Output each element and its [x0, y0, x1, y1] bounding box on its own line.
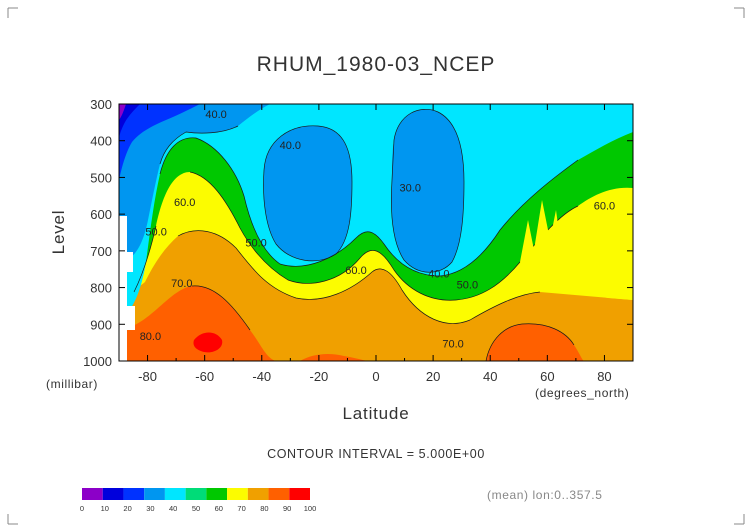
colorbar-swatch [185, 488, 207, 500]
x-tick-label: -20 [309, 369, 328, 384]
x-tick-label: 20 [426, 369, 440, 384]
band-80-east [486, 323, 584, 361]
colorbar-swatch [268, 488, 290, 500]
contour-label: 40.0 [205, 109, 226, 121]
band-20 [119, 104, 200, 180]
y-tick-label: 500 [90, 170, 112, 185]
x-tick-label: 80 [597, 369, 611, 384]
contour-label: 40.0 [428, 269, 449, 281]
colorbar-swatch [144, 488, 165, 500]
colorbar-tick-label: 60 [215, 504, 223, 513]
contour-field [119, 104, 633, 361]
contour-label: 30.0 [400, 182, 421, 194]
band-60-north-spikes [520, 200, 633, 300]
colorbar-swatch [289, 488, 310, 500]
contour-label: 40.0 [280, 140, 301, 152]
colorbar-swatch [164, 488, 186, 500]
band-90 [193, 332, 223, 353]
chart-title: RHUM_1980-03_NCEP [257, 53, 496, 76]
x-tick-label: -80 [138, 369, 157, 384]
x-tick-label: 0 [372, 369, 379, 384]
band-0 [119, 104, 126, 120]
y-tick-label: 700 [90, 244, 112, 259]
band-80-mid [300, 353, 368, 361]
y-axis: 300 400 500 600 700 800 900 1000 [83, 97, 633, 369]
contour-label: 60.0 [174, 197, 195, 209]
colorbar-tick-label: 50 [192, 504, 200, 513]
colorbar-tick-label: 70 [237, 504, 245, 513]
y-tick-label: 900 [90, 317, 112, 332]
colorbar-swatch [206, 488, 228, 500]
colorbar-tick-label: 20 [123, 504, 131, 513]
band-30-cell-north [391, 109, 464, 273]
colorbar-swatch [227, 488, 248, 500]
y-tick-label: 400 [90, 134, 112, 149]
contour-label: 60.0 [594, 201, 615, 213]
colorbar-swatch [102, 488, 124, 500]
contour-interval-note: CONTOUR INTERVAL = 5.000E+00 [267, 447, 485, 461]
contour-labels: 40.0 40.0 30.0 60.0 50.0 50.0 60.0 40.0 70.0 50.0… [140, 109, 615, 350]
band-80 [119, 285, 276, 361]
y-tick-label: 300 [90, 97, 112, 112]
x-tick-label: -40 [252, 369, 271, 384]
x-axis: -80 -60 -40 -20 0 20 40 60 80 [118, 104, 634, 384]
colorbar-tick-label: 0 [80, 504, 84, 513]
x-tick-label: 60 [540, 369, 554, 384]
colorbar-swatch [82, 488, 103, 500]
contour-label: 50.0 [145, 226, 166, 238]
colorbar: 0 10 20 30 40 50 60 70 80 90 100 [80, 488, 316, 513]
footer-note: (mean) lon:0..357.5 [487, 488, 602, 502]
contour-lines [133, 108, 579, 361]
colorbar-tick-label: 100 [304, 504, 317, 513]
x-tick-label: -60 [195, 369, 214, 384]
contour-label: 70.0 [171, 278, 192, 290]
colorbar-tick-label: 30 [146, 504, 154, 513]
x-axis-title: Latitude [343, 404, 410, 423]
colorbar-tick-label: 90 [283, 504, 291, 513]
y-tick-label: 800 [90, 281, 112, 296]
colorbar-tick-label: 10 [101, 504, 109, 513]
contour-label: 50.0 [457, 280, 478, 292]
contour-label: 60.0 [345, 265, 366, 277]
contour-label: 50.0 [245, 237, 266, 249]
band-40 [119, 104, 633, 320]
band-10 [119, 104, 140, 140]
x-unit-label: (degrees_north) [535, 386, 629, 400]
y-axis-title: Level [49, 210, 68, 255]
x-tick-label: 40 [483, 369, 497, 384]
y-tick-label: 600 [90, 207, 112, 222]
colorbar-swatch [247, 488, 269, 500]
contour-label: 80.0 [140, 331, 161, 343]
colorbar-swatch [123, 488, 145, 500]
band-30 [119, 104, 270, 262]
contour-label: 70.0 [442, 338, 463, 350]
crop-marks [7, 7, 745, 525]
colorbar-tick-label: 40 [169, 504, 177, 513]
band-30-cell-south [263, 125, 352, 261]
colorbar-tick-label: 80 [260, 504, 268, 513]
y-tick-label: 1000 [83, 354, 112, 369]
y-unit-label: (millibar) [46, 377, 98, 391]
